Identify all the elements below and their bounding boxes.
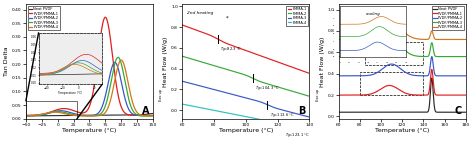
Text: $T_g$=82.3 °C: $T_g$=82.3 °C bbox=[220, 45, 242, 54]
PVDF/PMMA-2 bbox=[31, 115, 36, 116]
PVDF/PMMA-1 bbox=[31, 114, 36, 116]
PVDF/PMMA-3 bbox=[23, 115, 29, 117]
PVDF/PMMA-3 bbox=[154, 115, 159, 117]
X-axis label: Temperature (°C): Temperature (°C) bbox=[219, 128, 273, 133]
Legend: Neat PVDF, PVDF/PMMA-1, PVDF/PMMA-2, PVDF/PMMA-3, PVDF/PMMA-4: Neat PVDF, PVDF/PMMA-1, PVDF/PMMA-2, PVD… bbox=[432, 6, 464, 30]
Text: $T_g$=104.3 °C: $T_g$=104.3 °C bbox=[255, 85, 280, 93]
PVDF/PMMA-1 bbox=[154, 114, 159, 116]
PVDF/PMMA-4 bbox=[136, 113, 141, 114]
PVDF/PMMA-3 bbox=[115, 56, 121, 58]
Bar bbox=[365, 42, 423, 65]
PVDF/PMMA-3 bbox=[122, 80, 128, 82]
PVDF/PMMA-4 bbox=[99, 114, 104, 116]
Neat PVDF bbox=[31, 115, 36, 117]
PVDF/PMMA-2 bbox=[136, 115, 141, 116]
Bar bbox=[360, 72, 423, 95]
PVDF/PMMA-4 bbox=[31, 115, 36, 116]
PVDF/PMMA-1 bbox=[106, 29, 112, 30]
PVDF/PMMA-4 bbox=[118, 59, 124, 61]
PVDF/PMMA-2 bbox=[154, 115, 159, 116]
PVDF/PMMA-4 bbox=[23, 115, 29, 117]
PVDF/PMMA-1 bbox=[23, 114, 29, 116]
PVDF/PMMA-4 bbox=[106, 105, 112, 106]
Neat PVDF bbox=[102, 114, 108, 116]
PVDF/PMMA-4 bbox=[154, 115, 159, 117]
Text: C: C bbox=[454, 106, 462, 116]
Line: PVDF/PMMA-1: PVDF/PMMA-1 bbox=[26, 17, 156, 115]
Text: $T_g$=113.6 °C: $T_g$=113.6 °C bbox=[270, 111, 294, 120]
Text: Exo up: Exo up bbox=[159, 89, 164, 102]
Line: PVDF/PMMA-2: PVDF/PMMA-2 bbox=[26, 62, 156, 116]
PVDF/PMMA-2 bbox=[99, 107, 104, 109]
Text: A: A bbox=[142, 106, 149, 116]
PVDF/PMMA-1 bbox=[122, 112, 128, 114]
Neat PVDF bbox=[23, 115, 29, 117]
Line: PVDF/PMMA-4: PVDF/PMMA-4 bbox=[26, 60, 156, 116]
PVDF/PMMA-1 bbox=[99, 29, 104, 31]
Legend: PMMA-1, PMMA-2, PMMA-3, PMMA-4: PMMA-1, PMMA-2, PMMA-3, PMMA-4 bbox=[286, 6, 308, 26]
PVDF/PMMA-1 bbox=[102, 16, 108, 18]
PVDF/PMMA-3 bbox=[102, 106, 108, 108]
Text: 2nd heating: 2nd heating bbox=[187, 11, 214, 15]
PVDF/PMMA-2 bbox=[106, 79, 112, 81]
Text: $T_g$=123.1 °C: $T_g$=123.1 °C bbox=[285, 131, 310, 140]
PVDF/PMMA-2 bbox=[112, 62, 118, 63]
Neat PVDF bbox=[135, 114, 141, 116]
PVDF/PMMA-2 bbox=[23, 115, 29, 116]
Legend: Neat PVDF, PVDF/PMMA-1, PVDF/PMMA-2, PVDF/PMMA-3, PVDF/PMMA-4: Neat PVDF, PVDF/PMMA-1, PVDF/PMMA-2, PVD… bbox=[27, 6, 60, 30]
X-axis label: Temperature (°C): Temperature (°C) bbox=[62, 128, 117, 133]
Neat PVDF bbox=[154, 112, 159, 114]
Bar bbox=[26, 101, 77, 119]
Neat PVDF bbox=[99, 114, 104, 116]
Text: Exo up: Exo up bbox=[316, 89, 319, 102]
Y-axis label: Heat Flow (W/g): Heat Flow (W/g) bbox=[164, 36, 168, 87]
Neat PVDF bbox=[106, 114, 112, 116]
Line: Neat PVDF: Neat PVDF bbox=[26, 113, 156, 116]
PVDF/PMMA-3 bbox=[99, 112, 104, 114]
Text: *: * bbox=[226, 16, 228, 21]
PVDF/PMMA-2 bbox=[102, 97, 108, 98]
PVDF/PMMA-2 bbox=[122, 97, 128, 99]
PVDF/PMMA-3 bbox=[136, 114, 141, 116]
PVDF/PMMA-1 bbox=[136, 114, 141, 116]
PVDF/PMMA-3 bbox=[31, 115, 36, 116]
PVDF/PMMA-4 bbox=[102, 112, 108, 114]
Line: PVDF/PMMA-3: PVDF/PMMA-3 bbox=[26, 57, 156, 116]
Y-axis label: Heat Flow (W/g): Heat Flow (W/g) bbox=[320, 36, 325, 87]
Neat PVDF bbox=[122, 114, 128, 116]
Y-axis label: Tan Delta: Tan Delta bbox=[4, 47, 9, 76]
PVDF/PMMA-4 bbox=[122, 67, 128, 69]
Text: B: B bbox=[298, 106, 305, 116]
X-axis label: Temperature (°C): Temperature (°C) bbox=[375, 128, 429, 133]
PVDF/PMMA-3 bbox=[106, 92, 112, 93]
PVDF/PMMA-1 bbox=[102, 17, 108, 18]
